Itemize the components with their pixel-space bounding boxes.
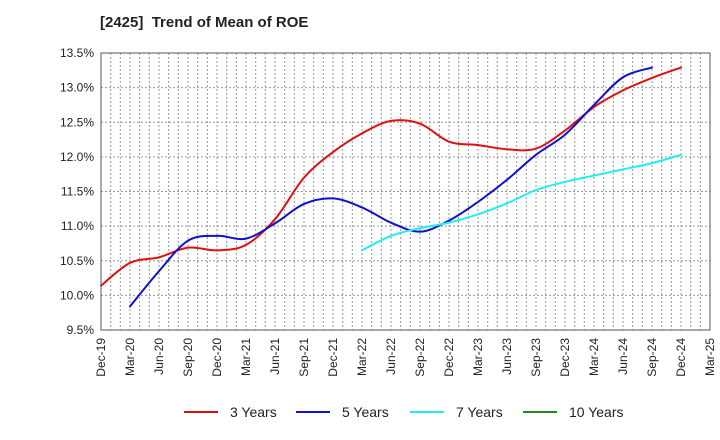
grid-layer [100, 52, 711, 331]
series-line-7-years [361, 153, 682, 252]
y-tick-label: 12.5% [60, 115, 94, 129]
x-tick-label: Mar-20 [123, 338, 137, 376]
y-tick-label: 10.5% [60, 254, 94, 268]
x-tick-label: Sep-23 [529, 338, 543, 377]
x-tick-label: Mar-22 [355, 338, 369, 376]
x-tick-label: Mar-23 [471, 338, 485, 376]
legend-label: 7 Years [456, 404, 503, 420]
x-tick-label: Sep-22 [413, 338, 427, 377]
x-tick-label: Jun-22 [384, 338, 398, 375]
y-tick-label: 12.0% [60, 150, 94, 164]
legend-item-10-years: 10 Years [523, 404, 624, 420]
x-tick-label: Mar-25 [703, 338, 717, 376]
y-tick-label: 13.0% [60, 81, 94, 95]
x-tick-label: Dec-20 [210, 338, 224, 377]
x-tick-label: Jun-21 [268, 338, 282, 375]
x-tick-label: Dec-23 [558, 338, 572, 377]
x-tick-label: Dec-21 [326, 338, 340, 377]
x-tick-label: Dec-24 [674, 338, 688, 377]
legend-item-5-years: 5 Years [296, 404, 389, 420]
axis-layer: 9.5% 10.0% 10.5% 11.0% 11.5% 12.0% 12.5% 13.0% 1… [60, 46, 717, 377]
legend-swatch [523, 411, 557, 413]
plot-frame [100, 52, 711, 331]
legend-swatch [296, 411, 330, 413]
x-tick-label: Dec-19 [94, 338, 108, 377]
legend-label: 5 Years [342, 404, 389, 420]
y-tick-label: 11.5% [61, 185, 94, 199]
series-layer [100, 66, 682, 308]
x-tick-label: Dec-22 [442, 338, 456, 377]
x-tick-label: Mar-24 [587, 338, 601, 376]
legend-label: 10 Years [569, 404, 624, 420]
y-tick-label: 10.0% [60, 288, 94, 302]
y-tick-label: 13.5% [60, 46, 94, 60]
x-tick-label: Sep-20 [181, 338, 195, 377]
legend-label: 3 Years [230, 404, 277, 420]
x-tick-label: Jun-24 [616, 338, 630, 375]
series-line-3-years [100, 66, 682, 287]
x-tick-label: Sep-24 [645, 338, 659, 377]
series-line-5-years [129, 66, 653, 308]
chart-title: [2425] Trend of Mean of ROE [100, 14, 309, 31]
legend-swatch [410, 411, 444, 413]
legend-swatch [184, 411, 218, 413]
x-tick-label: Sep-21 [297, 338, 311, 377]
legend-item-7-years: 7 Years [410, 404, 503, 420]
legend-item-3-years: 3 Years [184, 404, 277, 420]
legend: 3 Years 5 Years 7 Years 10 Years [0, 404, 720, 426]
x-tick-label: Mar-21 [239, 338, 253, 376]
x-tick-label: Jun-23 [500, 338, 514, 375]
x-tick-label: Jun-20 [152, 338, 166, 375]
y-tick-label: 11.0% [61, 219, 94, 233]
y-tick-label: 9.5% [67, 323, 95, 337]
